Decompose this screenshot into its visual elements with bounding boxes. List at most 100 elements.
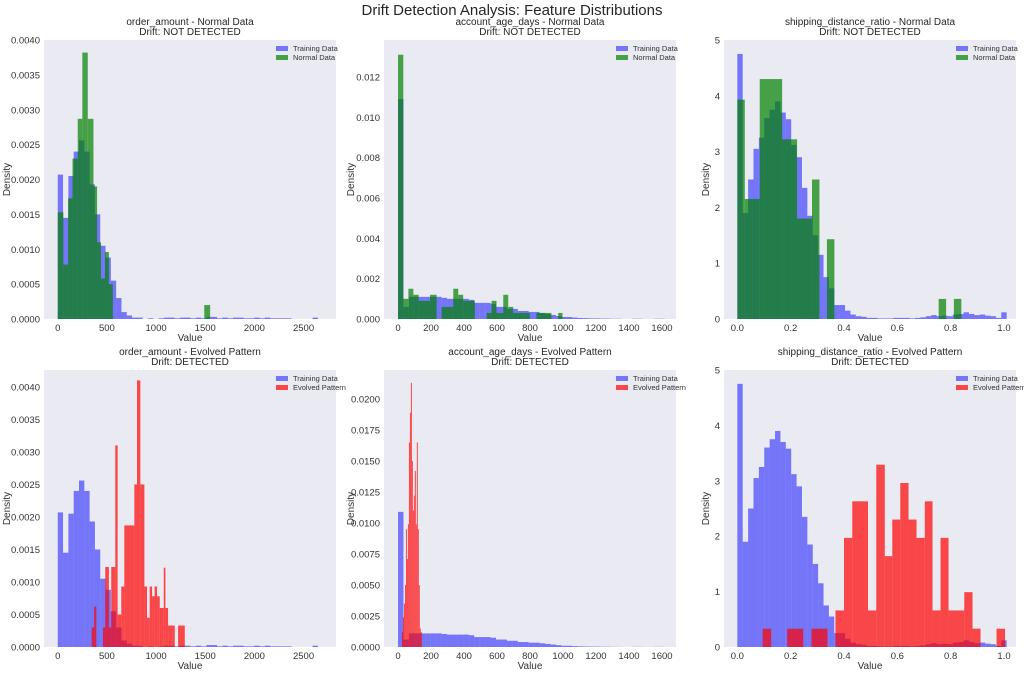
histogram-bar [94,549,101,647]
histogram-bar [979,642,986,647]
histogram-bar [68,513,74,647]
histogram-bar [852,501,868,647]
subplot-title: account_age_days - Evolved Pattern [448,347,611,358]
x-tick-label: 1200 [585,651,606,662]
series-normal-data [398,54,563,319]
y-tick-label: 0.008 [356,153,380,164]
x-tick-label: 1000 [146,323,167,334]
x-tick-label: 2000 [244,651,265,662]
histogram-bar [222,317,228,319]
y-tick-label: 3 [715,476,720,487]
histogram-bar [737,99,745,320]
legend-label: Normal Data [633,53,676,62]
y-tick-label: 2 [715,203,720,214]
histogram-bar [165,607,169,647]
subplot-3: shipping_distance_ratio - Normal DataDri… [701,17,1019,344]
histogram-bar [408,288,414,319]
histogram-bar [479,637,486,647]
histogram-bar [791,474,797,647]
histogram-bar [405,529,407,647]
y-tick-label: 0 [715,643,720,654]
histogram-bar [159,607,164,647]
histogram-bar [72,158,78,319]
histogram-bar [163,567,166,647]
histogram-bar [413,294,419,319]
histogram-bar [572,646,578,647]
subplot-5: account_age_days - Evolved PatternDrift:… [346,347,686,672]
histogram-bar [818,583,824,647]
histogram-bar [137,317,143,319]
histogram-bar [100,578,106,647]
histogram-bar [403,603,405,647]
y-tick-label: 0.0200 [351,395,380,406]
histogram-bar [222,645,228,647]
histogram-bar [195,645,202,647]
x-tick-label: 200 [423,651,439,662]
x-tick-label: 0 [395,323,400,334]
histogram-bar [398,511,404,647]
x-tick-label: 1500 [195,323,216,334]
histogram-bar [737,383,743,647]
histogram-bar [904,317,910,319]
histogram-bar [280,646,287,647]
histogram-bar [121,312,127,319]
plot-area [384,370,676,647]
y-axis-label: Density [2,163,13,196]
x-tick-label: 1000 [552,651,573,662]
legend-swatch [276,376,288,381]
histogram-bar [190,318,196,319]
histogram-bar [583,318,589,319]
y-tick-label: 0.0015 [11,210,40,221]
x-tick-label: 400 [456,323,472,334]
histogram-bar [528,642,535,647]
histogram-bar [920,317,926,319]
series-normal-data [737,79,962,320]
histogram-bar [485,637,491,647]
histogram-bar [834,305,840,319]
histogram-bar [545,643,551,647]
y-axis-label: Density [701,163,712,196]
histogram-bar [217,646,223,647]
series-evolved-pattern [401,382,422,647]
histogram-bar [126,315,133,319]
histogram-bar [275,646,281,647]
histogram-bar [850,314,856,319]
legend-swatch [956,55,968,60]
histogram-bar [915,317,921,319]
histogram-bar [866,317,872,319]
histogram-bar [401,632,403,647]
legend-swatch [276,55,288,60]
drift-status: Drift: NOT DETECTED [139,27,240,38]
histogram-bar [409,412,411,647]
series-evolved-pattern [91,380,185,647]
y-tick-label: 0.0040 [11,382,40,393]
subplot-title: order_amount - Normal Data [126,17,254,28]
histogram-bar [785,448,792,647]
histogram-bar [108,284,113,319]
histogram-bar [79,480,85,647]
histogram-bar [152,596,155,647]
histogram-bar [900,483,909,647]
histogram-bar [812,179,820,319]
y-tick-label: 0.002 [356,274,380,285]
y-tick-label: 0.0010 [11,577,40,588]
x-tick-label: 800 [522,651,538,662]
y-tick-label: 0 [715,315,720,326]
y-tick-label: 0.0000 [11,643,40,654]
histogram-bar [117,614,122,647]
histogram-bar [270,318,276,319]
drift-status: Drift: NOT DETECTED [819,27,920,38]
x-tick-label: 1400 [618,651,639,662]
histogram-bar [753,478,759,647]
x-tick-label: 1.0 [997,323,1010,334]
histogram-bar [418,300,431,319]
histogram-bar [227,646,233,647]
histogram-bar [868,610,877,647]
histogram-bar [457,634,464,647]
histogram-bar [419,633,426,647]
y-tick-label: 0.0020 [11,175,40,186]
